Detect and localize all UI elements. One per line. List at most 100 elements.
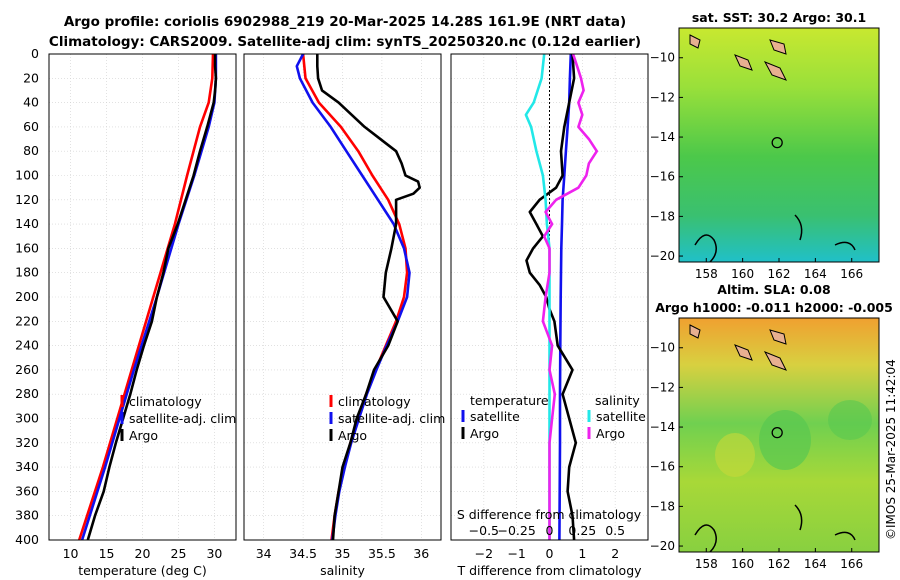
x-tick-label: 10 bbox=[63, 546, 79, 561]
panel-frame bbox=[48, 53, 237, 541]
sla-blob bbox=[759, 410, 811, 470]
map-y-tick-label: −10 bbox=[650, 51, 675, 65]
y-tick-label: 100 bbox=[15, 168, 39, 183]
y-tick-label: 200 bbox=[15, 289, 39, 304]
legend-header-salinity: salinity bbox=[595, 393, 640, 408]
map-y-tick-label: −12 bbox=[650, 90, 675, 104]
x-axis-label: salinity bbox=[320, 563, 365, 578]
title-line-2: Climatology: CARS2009. Satellite-adj cli… bbox=[49, 34, 641, 50]
y-tick-label: 220 bbox=[15, 313, 39, 328]
sla-contour bbox=[694, 524, 717, 552]
s-tick-label: 0.25 bbox=[568, 523, 596, 538]
map-x-tick-label: 162 bbox=[768, 267, 791, 281]
x-axis-label: temperature (deg C) bbox=[78, 563, 207, 578]
series-line-climatology bbox=[77, 53, 215, 541]
legend-header-temperature: temperature bbox=[470, 393, 549, 408]
sla-island bbox=[689, 324, 701, 339]
x-tick-label: 34.5 bbox=[289, 546, 317, 561]
x-tick-label: 15 bbox=[99, 546, 115, 561]
sla-map-title-1: Altim. SLA: 0.08 bbox=[717, 282, 830, 297]
x-tick-label: 0 bbox=[546, 546, 554, 561]
y-tick-label: 0 bbox=[31, 46, 39, 61]
map-y-tick-label: −18 bbox=[650, 209, 675, 223]
sst-island bbox=[689, 34, 701, 49]
panel-frame bbox=[243, 53, 442, 541]
sla-map: 158 160 162 164 166 −10 −12 −14 −16 −18 −20 Altim.… bbox=[650, 282, 893, 571]
y-tick-label: 240 bbox=[15, 338, 39, 353]
y-tick-label: 180 bbox=[15, 265, 39, 280]
x-tick-label: 2 bbox=[611, 546, 619, 561]
y-tick-label: 320 bbox=[15, 435, 39, 450]
y-tick-label: 20 bbox=[23, 70, 39, 85]
map-x-tick-label: 166 bbox=[840, 267, 863, 281]
map-y-tick-label: −16 bbox=[650, 170, 675, 184]
argo-position-marker bbox=[771, 426, 783, 439]
legend-label: satellite bbox=[470, 409, 520, 424]
sla-island bbox=[769, 329, 787, 345]
map-y-tick-label: −10 bbox=[650, 341, 675, 355]
legend-label: Argo bbox=[596, 426, 625, 441]
s-tick-label: −0.25 bbox=[498, 523, 536, 538]
legend-label: satellite-adj. clim bbox=[129, 411, 236, 426]
s-tick-label: 0.5 bbox=[605, 523, 625, 538]
sst-island bbox=[769, 39, 787, 55]
legend-label: Argo bbox=[338, 428, 367, 443]
y-tick-label: 160 bbox=[15, 240, 39, 255]
x-tick-label: 35 bbox=[335, 546, 351, 561]
s-axis-label: S difference from climatology bbox=[457, 507, 642, 522]
sst-island bbox=[734, 54, 753, 71]
y-tick-label: 280 bbox=[15, 386, 39, 401]
sla-map-title-2: Argo h1000: -0.011 h2000: -0.005 bbox=[655, 300, 893, 315]
x-tick-label: −2 bbox=[475, 546, 493, 561]
legend-label: satellite bbox=[596, 409, 646, 424]
sst-contour bbox=[834, 241, 856, 251]
panel-difference: −2 −1 0 1 2 T difference from climatology temp… bbox=[450, 53, 649, 578]
y-tick-label: 140 bbox=[15, 216, 39, 231]
map-y-tick-label: −20 bbox=[650, 249, 675, 263]
map-y-tick-label: −20 bbox=[650, 539, 675, 553]
map-y-tick-label: −14 bbox=[650, 420, 675, 434]
legend-label: climatology bbox=[129, 394, 202, 409]
profile-panels: 0204060801001201401601802002202402602803… bbox=[15, 46, 649, 578]
x-tick-label: 35.5 bbox=[368, 546, 396, 561]
panel-temperature: 0 20 40 60 80 100 120 140 160 180 200 220 240 260 280 3… bbox=[15, 46, 237, 578]
sla-island bbox=[763, 351, 788, 371]
y-tick-label: 360 bbox=[15, 483, 39, 498]
series-line-argo bbox=[315, 54, 422, 541]
sla-contour bbox=[834, 531, 856, 541]
map-y-tick-label: −18 bbox=[650, 499, 675, 513]
map-x-tick-label: 158 bbox=[695, 557, 718, 571]
sst-map-title: sat. SST: 30.2 Argo: 30.1 bbox=[692, 10, 866, 25]
y-tick-label: 380 bbox=[15, 508, 39, 523]
map-y-tick-label: −16 bbox=[650, 460, 675, 474]
legend-label: Argo bbox=[129, 428, 158, 443]
y-tick-label: 400 bbox=[15, 532, 39, 547]
map-x-tick-label: 160 bbox=[731, 557, 754, 571]
x-axis-label: T difference from climatology bbox=[456, 563, 642, 578]
x-tick-label: 36 bbox=[413, 546, 429, 561]
map-x-tick-label: 164 bbox=[804, 267, 827, 281]
y-tick-label: 40 bbox=[23, 95, 39, 110]
y-tick-label: 60 bbox=[23, 119, 39, 134]
series-line-argo bbox=[86, 54, 218, 541]
series-line-satellite-adj-clim bbox=[295, 53, 411, 541]
s-tick-label: 0 bbox=[546, 523, 554, 538]
sla-contour bbox=[794, 504, 803, 531]
argo-position-marker bbox=[771, 136, 783, 149]
panel-frame bbox=[450, 53, 649, 541]
y-tick-label: 80 bbox=[23, 143, 39, 158]
s-tick-label: −0.5 bbox=[469, 523, 499, 538]
sst-contour bbox=[794, 214, 803, 241]
x-tick-label: 25 bbox=[171, 546, 187, 561]
y-tick-label: 120 bbox=[15, 192, 39, 207]
y-tick-label: 300 bbox=[15, 411, 39, 426]
sla-blob bbox=[715, 433, 755, 477]
x-tick-label: 20 bbox=[135, 546, 151, 561]
legend-label: satellite-adj. clim bbox=[338, 411, 445, 426]
map-y-tick-label: −12 bbox=[650, 380, 675, 394]
sst-contour bbox=[694, 234, 717, 262]
panel-salinity: 34 34.5 35 35.5 36 salinity climatology satelli… bbox=[243, 53, 445, 578]
map-x-tick-label: 164 bbox=[804, 557, 827, 571]
y-tick-label: 340 bbox=[15, 459, 39, 474]
